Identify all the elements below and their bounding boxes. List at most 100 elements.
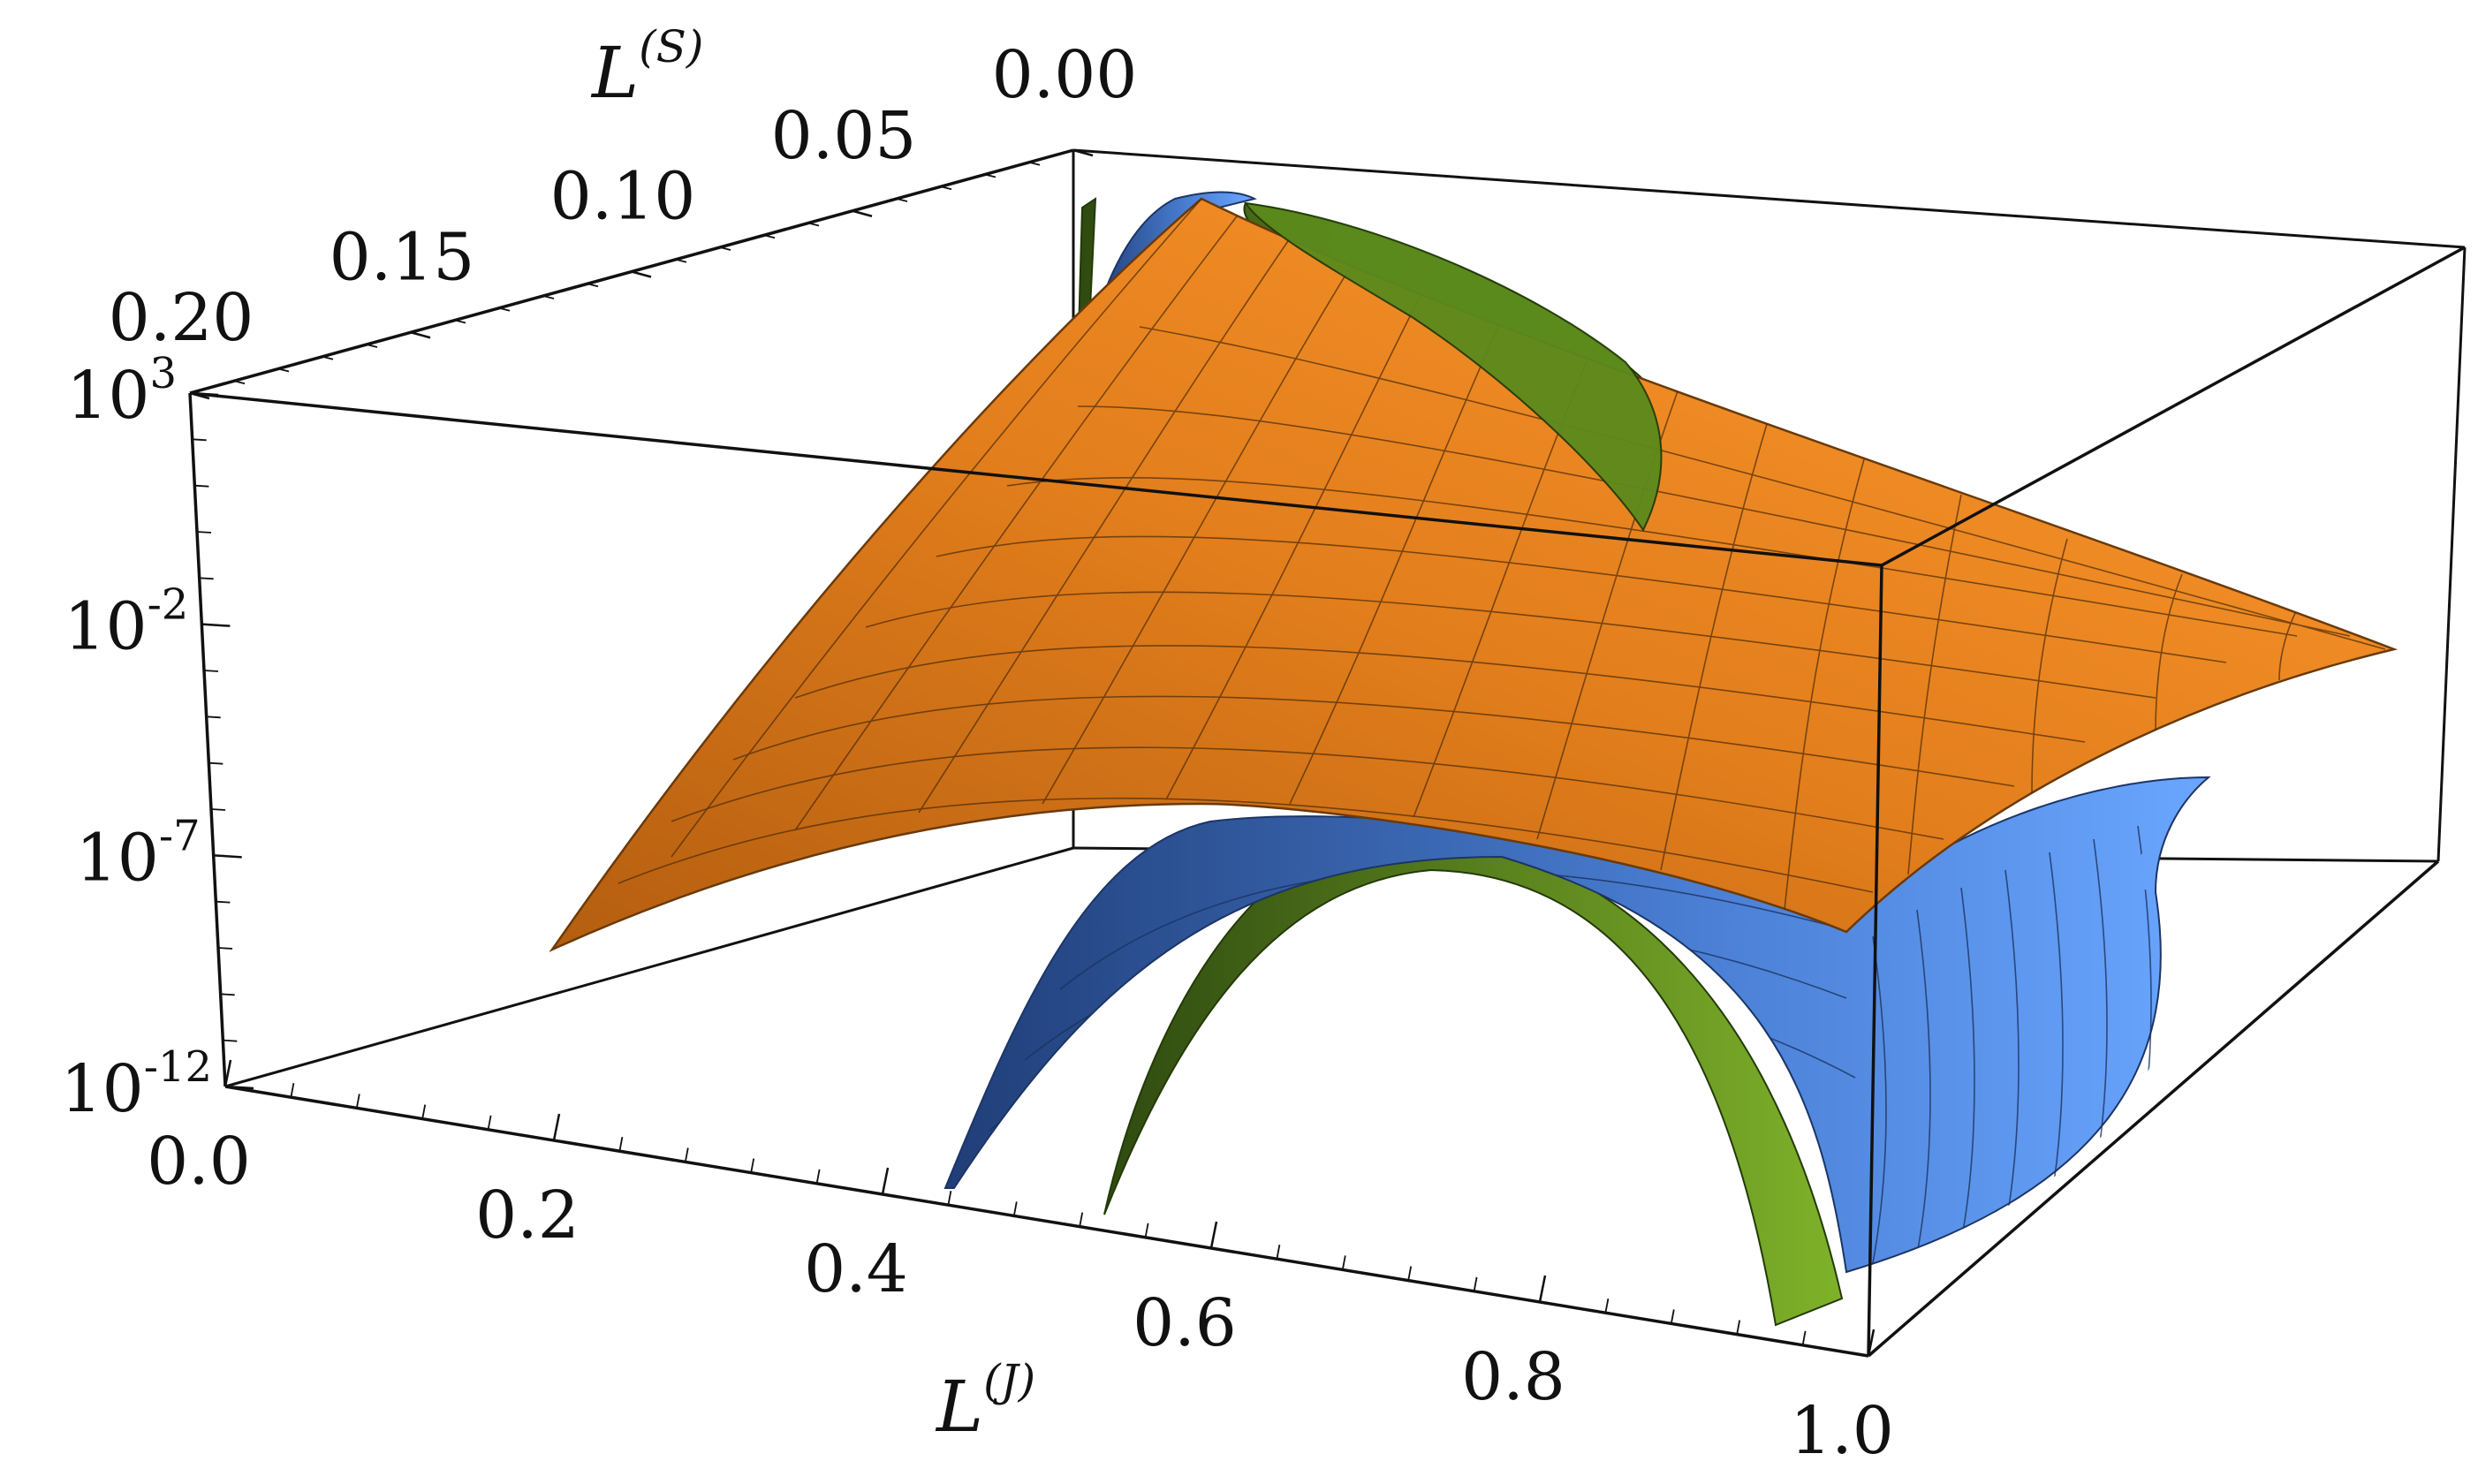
y-minor-tick (940, 186, 952, 191)
z-minor-tick (199, 577, 214, 580)
x-minor-tick (684, 1147, 689, 1162)
box-edge-front-top-right (1881, 246, 2466, 567)
z-minor-tick (196, 531, 212, 534)
y-tick-mark (1072, 148, 1094, 157)
y-axis-title-sup: (S) (639, 21, 703, 72)
x-minor-tick (618, 1137, 624, 1152)
orange-surface-shape (549, 197, 2398, 953)
x-minor-tick (1407, 1266, 1413, 1281)
x-minor-tick (1539, 1287, 1543, 1303)
z-minor-tick (217, 947, 233, 950)
z-minor-tick (210, 808, 226, 811)
y-minor-tick (1028, 161, 1041, 166)
y-minor-tick (631, 270, 643, 276)
x-axis-title: L(J) (935, 1355, 1035, 1448)
y-axis-title: L(S) (590, 21, 703, 114)
x-tick-label: 0.4 (804, 1231, 908, 1307)
x-minor-tick (1736, 1320, 1741, 1335)
box-edge-front-left-vertical (188, 392, 227, 1087)
y-minor-tick (233, 380, 246, 385)
x-minor-tick (553, 1125, 557, 1141)
x-minor-tick (421, 1104, 427, 1119)
y-minor-tick (852, 209, 864, 215)
box-edge-front-top (189, 391, 1883, 567)
y-minor-tick (454, 319, 466, 324)
y-minor-tick (366, 344, 378, 348)
y-minor-tick (675, 258, 687, 263)
y-minor-tick (498, 307, 511, 312)
box-edge-back-right-vertical (2436, 246, 2467, 862)
y-minor-tick (542, 295, 555, 299)
x-axis-title-sup: (J) (983, 1355, 1035, 1406)
z-minor-tick (189, 392, 205, 395)
orange-mesh-curves-u (618, 326, 2386, 893)
x-minor-tick (882, 1179, 886, 1195)
y-minor-tick (763, 234, 776, 239)
orange-mesh (618, 199, 2386, 911)
z-minor-tick (224, 1086, 240, 1088)
x-tick-mark (1867, 1329, 1876, 1357)
z-minor-tick (216, 900, 231, 904)
y-minor-tick (587, 283, 599, 288)
z-minor-tick (192, 438, 207, 442)
x-minor-tick (1670, 1309, 1675, 1324)
orange-surface (549, 197, 2398, 953)
orange-mesh-curves-v (671, 199, 2298, 911)
x-tick-label: 0.2 (475, 1177, 580, 1253)
y-axis-title-main: L (590, 32, 639, 114)
x-tick-label: 0.8 (1461, 1339, 1565, 1415)
x-tick-label: 0.0 (147, 1124, 251, 1200)
blue-lower-arch (943, 776, 2211, 1274)
box-edge-front-right-vertical (1867, 564, 1883, 1357)
x-minor-tick (1144, 1223, 1149, 1238)
z-minor-tick (206, 716, 221, 719)
y-axis-ticks: 0.00 0.05 0.10 0.15 0.20 (109, 37, 1138, 400)
z-minor-tick (220, 993, 235, 996)
y-tick-label: 0.05 (771, 98, 917, 174)
x-minor-tick (750, 1158, 755, 1173)
z-tick-label: 103 (66, 349, 177, 434)
x-minor-tick (1801, 1330, 1807, 1345)
y-minor-tick (807, 222, 820, 227)
z-tick-label: 10-7 (76, 811, 201, 896)
box-edge-back-top (1072, 148, 2466, 249)
box-edge-back-left-floor (224, 846, 1074, 1088)
x-minor-tick (947, 1191, 952, 1206)
x-minor-tick (1604, 1298, 1610, 1314)
z-minor-tick (208, 761, 224, 765)
z-tick-label: 10-12 (61, 1042, 212, 1127)
x-axis-ticks: 0.0 0.2 0.4 0.6 0.8 1.0 (147, 1059, 1894, 1469)
x-axis-title-main: L (935, 1366, 983, 1448)
y-minor-tick (410, 331, 422, 337)
green-band-over-orange (1243, 201, 1663, 532)
y-minor-tick (277, 367, 290, 373)
y-minor-tick (984, 173, 997, 178)
z-minor-tick (194, 484, 209, 488)
y-tick-label: 0.00 (992, 37, 1138, 113)
x-minor-tick (1341, 1255, 1346, 1270)
x-minor-tick (815, 1169, 821, 1184)
x-tick-mark (224, 1059, 232, 1087)
y-tick-label: 0.20 (109, 280, 254, 356)
z-minor-tick (203, 670, 219, 672)
x-minor-tick (290, 1083, 295, 1098)
y-tick-label: 0.10 (550, 159, 696, 235)
box-edge-front-bottom (224, 1085, 1869, 1358)
x-minor-tick (487, 1115, 492, 1130)
y-tick-label: 0.15 (330, 219, 475, 295)
x-minor-tick (1079, 1212, 1084, 1227)
z-minor-tick (213, 854, 228, 858)
box-edge-front-bottom-right (1867, 859, 2440, 1358)
x-minor-tick (1276, 1245, 1281, 1260)
z-axis-ticks: 103 10-2 10-7 10-12 (61, 349, 254, 1127)
x-tick-label: 1.0 (1790, 1393, 1894, 1469)
y-minor-tick (719, 246, 731, 251)
z-tick-label: 10-2 (64, 580, 188, 665)
x-minor-tick (1012, 1201, 1018, 1216)
x-minor-tick (1473, 1276, 1478, 1291)
y-minor-tick (896, 198, 908, 202)
x-minor-tick (355, 1094, 360, 1109)
x-minor-tick (1210, 1233, 1215, 1249)
y-minor-tick (322, 355, 334, 360)
